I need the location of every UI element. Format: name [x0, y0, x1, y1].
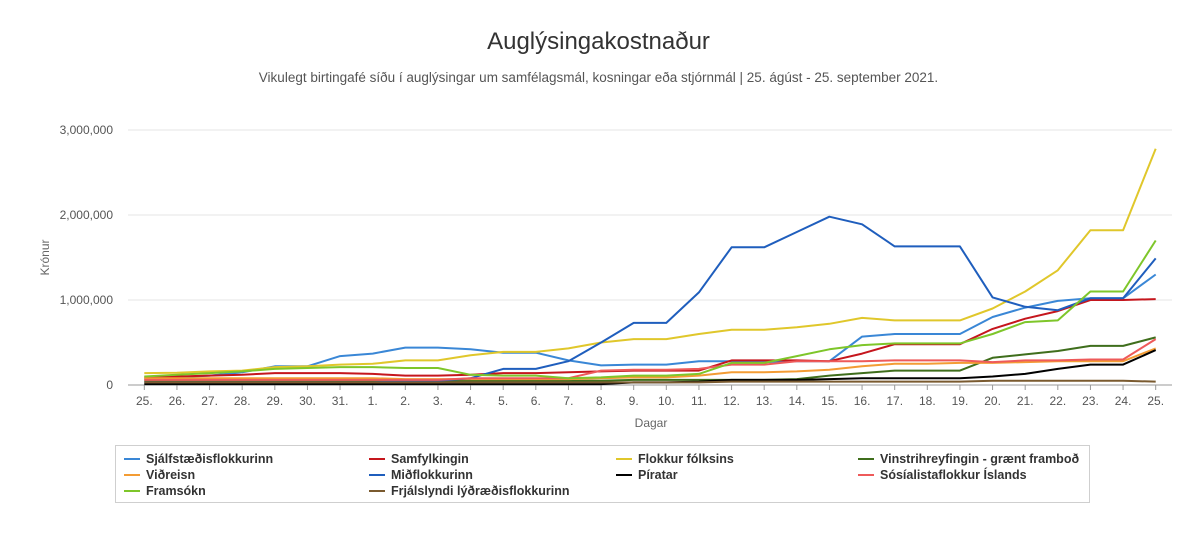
- legend-label: Miðflokkurinn: [391, 468, 473, 482]
- legend-label: Sósíalistaflokkur Íslands: [880, 468, 1027, 482]
- series-lines: [144, 148, 1157, 386]
- legend-label: Píratar: [638, 468, 678, 482]
- series-line[interactable]: [144, 347, 1157, 381]
- series-line[interactable]: [144, 148, 1157, 375]
- x-axis-ticks: 25. 26. 27. 28. 29. 30. 31. 1. 2. 3. 4. 5. 6. 7. 8. 9. 1…: [136, 385, 1164, 408]
- x-tick-label: 6.: [531, 394, 541, 408]
- x-tick-label: 22.: [1049, 394, 1066, 408]
- series-line[interactable]: [144, 336, 1156, 382]
- x-tick-label: 7.: [563, 394, 573, 408]
- x-tick-label: 14.: [788, 394, 805, 408]
- x-tick-label: 8.: [596, 394, 606, 408]
- x-tick-label: 28.: [234, 394, 251, 408]
- x-tick-label: 18.: [919, 394, 936, 408]
- legend-swatch: [369, 474, 385, 476]
- legend-item[interactable]: Vinstrihreyfingin - grænt framboð: [858, 451, 1079, 467]
- legend-swatch: [124, 474, 140, 476]
- legend-item[interactable]: Sósíalistaflokkur Íslands: [858, 467, 1027, 483]
- legend-label: Vinstrihreyfingin - grænt framboð: [880, 452, 1080, 466]
- series-line[interactable]: [144, 273, 1157, 381]
- x-tick-label: 20.: [984, 394, 1001, 408]
- x-tick-label: 31.: [332, 394, 349, 408]
- x-tick-label: 1.: [368, 394, 378, 408]
- chart-subtitle: Vikulegt birtingafé síðu í auglýsingar u…: [258, 70, 939, 85]
- x-tick-label: 17.: [886, 394, 903, 408]
- legend-item[interactable]: Sjálfstæðisflokkurinn: [124, 451, 273, 467]
- x-tick-label: 11.: [691, 394, 707, 408]
- x-tick-label: 21.: [1017, 394, 1034, 408]
- y-tick-label: 0: [106, 378, 113, 392]
- x-tick-label: 26.: [169, 394, 186, 408]
- series-line[interactable]: [144, 338, 1157, 381]
- legend-item[interactable]: Framsókn: [124, 483, 206, 499]
- legend-swatch: [124, 490, 140, 492]
- series-line[interactable]: [144, 239, 1157, 380]
- x-axis-label: Dagar: [635, 416, 668, 430]
- legend-item[interactable]: Frjálslyndi lýðræðisflokkurinn: [369, 483, 570, 499]
- legend-item[interactable]: Samfylkingin: [369, 451, 469, 467]
- x-tick-label: 25.: [1147, 394, 1164, 408]
- legend-item[interactable]: Miðflokkurinn: [369, 467, 473, 483]
- x-tick-label: 30.: [299, 394, 316, 408]
- legend-label: Viðreisn: [146, 468, 196, 482]
- legend-label: Flokkur fólksins: [638, 452, 734, 466]
- y-tick-label: 1,000,000: [60, 293, 114, 307]
- x-tick-label: 4.: [466, 394, 476, 408]
- x-tick-label: 12.: [723, 394, 740, 408]
- legend-swatch: [858, 458, 874, 460]
- grid-lines: [128, 129, 1172, 386]
- y-tick-label: 3,000,000: [60, 123, 114, 137]
- x-tick-label: 27.: [201, 394, 218, 408]
- chart-legend: Sjálfstæðisflokkurinn Samfylkingin Flokkur…: [115, 445, 1090, 503]
- legend-label: Frjálslyndi lýðræðisflokkurinn: [391, 484, 570, 498]
- y-tick-label: 2,000,000: [60, 208, 114, 222]
- legend-swatch: [369, 458, 385, 460]
- x-tick-label: 19.: [952, 394, 969, 408]
- x-tick-label: 3.: [433, 394, 443, 408]
- x-tick-label: 23.: [1082, 394, 1099, 408]
- legend-swatch: [858, 474, 874, 476]
- legend-swatch: [369, 490, 385, 492]
- x-tick-label: 15.: [821, 394, 838, 408]
- legend-swatch: [616, 474, 632, 476]
- series-line[interactable]: [144, 379, 1156, 384]
- y-axis-label: Krónur: [38, 239, 52, 275]
- x-tick-label: 16.: [854, 394, 871, 408]
- chart-title: Auglýsingakostnaður: [487, 28, 710, 55]
- x-tick-label: 9.: [629, 394, 639, 408]
- x-tick-label: 29.: [266, 394, 283, 408]
- legend-swatch: [616, 458, 632, 460]
- legend-item[interactable]: Flokkur fólksins: [616, 451, 734, 467]
- y-axis-ticks: 0 1,000,000 2,000,000 3,000,000: [60, 123, 114, 392]
- x-tick-label: 13.: [756, 394, 773, 408]
- legend-label: Sjálfstæðisflokkurinn: [146, 452, 274, 466]
- x-tick-label: 5.: [498, 394, 508, 408]
- x-tick-label: 24.: [1115, 394, 1132, 408]
- x-tick-label: 25.: [136, 394, 153, 408]
- x-tick-label: 2.: [400, 394, 410, 408]
- legend-label: Framsókn: [146, 484, 206, 498]
- legend-item[interactable]: Píratar: [616, 467, 678, 483]
- legend-swatch: [124, 458, 140, 460]
- legend-item[interactable]: Viðreisn: [124, 467, 195, 483]
- legend-label: Samfylkingin: [391, 452, 469, 466]
- x-tick-label: 10.: [658, 394, 675, 408]
